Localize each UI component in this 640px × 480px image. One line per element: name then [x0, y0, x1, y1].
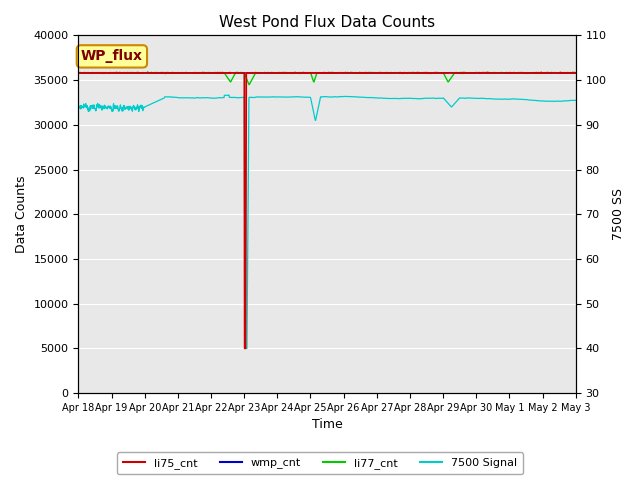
Text: WP_flux: WP_flux — [81, 49, 143, 63]
Legend: li75_cnt, wmp_cnt, li77_cnt, 7500 Signal: li75_cnt, wmp_cnt, li77_cnt, 7500 Signal — [117, 453, 523, 474]
Title: West Pond Flux Data Counts: West Pond Flux Data Counts — [219, 15, 435, 30]
Y-axis label: 7500 SS: 7500 SS — [612, 188, 625, 240]
X-axis label: Time: Time — [312, 419, 342, 432]
Y-axis label: Data Counts: Data Counts — [15, 176, 28, 253]
